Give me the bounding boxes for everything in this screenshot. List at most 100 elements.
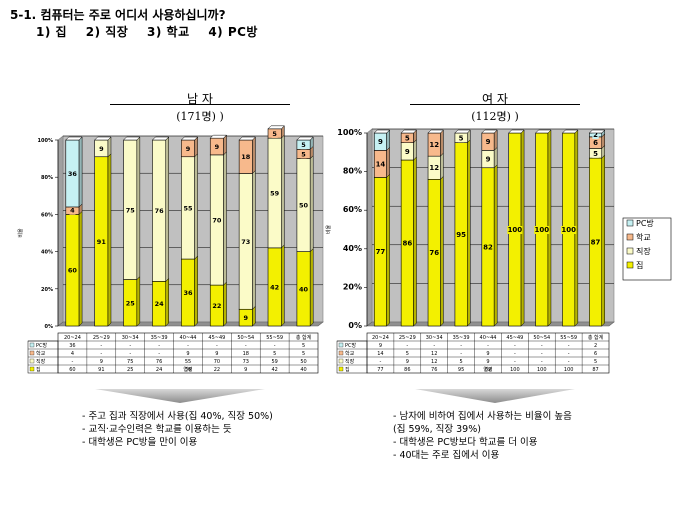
female-value-label-bg xyxy=(404,134,411,143)
male-table-legend-key xyxy=(29,350,35,356)
female-value-label: 9 xyxy=(486,156,491,164)
male-ylabel: 비율 xyxy=(17,228,24,238)
legend-label: 집 xyxy=(636,260,643,270)
female-table-cell: - xyxy=(487,343,489,349)
male-table-cell: 40 xyxy=(300,367,306,373)
option-4: 4) PC방 xyxy=(208,25,258,39)
male-bar-top xyxy=(238,136,257,141)
female-bar-top xyxy=(561,129,579,134)
female-table-cell: 9 xyxy=(486,359,489,365)
male-value-label: 73 xyxy=(241,238,250,246)
male-value-label-bg xyxy=(184,145,192,153)
male-value-label-bg xyxy=(300,141,307,150)
male-value-label: 9 xyxy=(215,143,220,151)
male-table-cell: - xyxy=(158,351,160,357)
male-value-label: 40 xyxy=(299,285,309,293)
male-value-label-bg xyxy=(182,289,194,298)
female-table-cell: - xyxy=(541,351,543,357)
female-table-cell: 5 xyxy=(594,359,597,365)
male-title-rule xyxy=(110,104,290,105)
question-title: 5-1. 컴퓨터는 주로 어디서 사용하십니까? xyxy=(10,6,226,23)
male-category-label: 총 합계 xyxy=(296,334,312,341)
female-table-cell: 6 xyxy=(594,351,597,357)
male-table-cell: 91 xyxy=(98,367,104,373)
male-category-label: 50~54 xyxy=(237,335,254,341)
male-bar-top xyxy=(122,136,141,141)
female-value-label-bg xyxy=(375,248,386,257)
female-title: 여 자 xyxy=(482,92,508,106)
female-table-cell: - xyxy=(568,343,570,349)
female-value-label-bg xyxy=(428,164,440,173)
male-value-label: 5 xyxy=(301,150,306,158)
female-table-cell: 100 xyxy=(537,367,547,373)
male-ytick-label: 100% xyxy=(38,138,53,144)
male-bar-top xyxy=(151,136,170,141)
female-table-cell: - xyxy=(460,343,462,349)
male-note-3: - 대학생은 PC방을 만이 이용 xyxy=(82,437,198,448)
female-value-label-bg xyxy=(590,238,601,247)
male-note-1: - 주고 집과 직장에서 사용(집 40%, 직장 50%) xyxy=(82,411,273,422)
female-table-cell: - xyxy=(568,359,570,365)
female-table-legend-key xyxy=(338,350,344,356)
female-category-label: 25~29 xyxy=(399,335,416,341)
male-table-cell: 73 xyxy=(243,359,249,365)
female-bar-top xyxy=(534,129,552,134)
female-table-cell: 12 xyxy=(431,351,437,357)
male-table-cell: - xyxy=(129,343,131,349)
female-table-cell: 86 xyxy=(404,367,410,373)
female-value-label: 87 xyxy=(591,239,601,247)
female-table-cell: 9 xyxy=(406,359,409,365)
male-title: 남 자 xyxy=(187,92,213,106)
male-table-cell: - xyxy=(216,343,218,349)
female-table-cell: 82 xyxy=(485,367,491,373)
male-table-cell: 5 xyxy=(302,351,305,357)
male-table-cell: - xyxy=(129,351,131,357)
male-table-row-label: 직장 xyxy=(36,358,46,365)
male-category-label: 45~49 xyxy=(208,335,225,341)
male-value-label-bg xyxy=(154,300,165,309)
male-category-label: 55~59 xyxy=(266,335,283,341)
female-value-label-bg xyxy=(482,243,494,252)
female-table-cell: 100 xyxy=(510,367,520,373)
male-notes: - 주고 집과 직장에서 사용(집 40%, 직장 50%) - 교직·교수인력… xyxy=(82,410,273,449)
male-category-label: 40~44 xyxy=(180,335,197,341)
female-bar-top xyxy=(373,129,391,134)
female-notes: - 남자에 비하여 집에서 사용하는 비율이 높음 (집 59%, 직장 39%… xyxy=(393,410,572,462)
male-ytick-label: 0% xyxy=(45,324,54,330)
female-table-row-label: PC방 xyxy=(345,342,357,349)
male-value-label: 60 xyxy=(68,267,78,275)
female-table-cell: 2 xyxy=(594,343,597,349)
female-table-legend-key xyxy=(338,358,344,364)
female-arrow-shape xyxy=(415,389,575,403)
male-bar-top xyxy=(65,136,83,141)
male-table-cell: - xyxy=(245,343,247,349)
female-table-legend-key xyxy=(338,342,344,348)
male-value-label-bg xyxy=(125,299,136,308)
female-value-label: 9 xyxy=(486,138,491,146)
male-table-cell: 18 xyxy=(243,351,249,357)
male-table-cell: - xyxy=(100,351,102,357)
male-table-cell: - xyxy=(72,359,74,365)
female-value-label: 76 xyxy=(429,249,439,257)
male-value-label-bg xyxy=(300,150,307,159)
male-value-label: 18 xyxy=(241,153,251,161)
female-value-label: 100 xyxy=(561,226,576,234)
female-value-label: 6 xyxy=(593,139,598,147)
male-value-label-bg xyxy=(67,267,78,275)
female-value-label-bg xyxy=(401,239,413,248)
female-bar-top xyxy=(454,129,471,134)
female-table-cell: - xyxy=(541,359,543,365)
female-category-label: 총 합계 xyxy=(588,334,604,341)
female-value-label: 5 xyxy=(459,134,464,142)
male-value-label: 70 xyxy=(212,216,222,224)
female-table-cell: 100 xyxy=(564,367,574,373)
male-bar-top xyxy=(296,136,314,141)
legend-swatch xyxy=(626,247,634,255)
male-arrow-shape xyxy=(95,389,265,403)
male-table-cell: 36 xyxy=(185,367,191,373)
female-category-label: 35~39 xyxy=(453,335,470,341)
female-category-label: 55~59 xyxy=(560,335,577,341)
female-value-label-bg xyxy=(561,226,577,234)
female-value-label-bg xyxy=(375,160,386,169)
male-count: (171명) ) xyxy=(176,110,224,123)
